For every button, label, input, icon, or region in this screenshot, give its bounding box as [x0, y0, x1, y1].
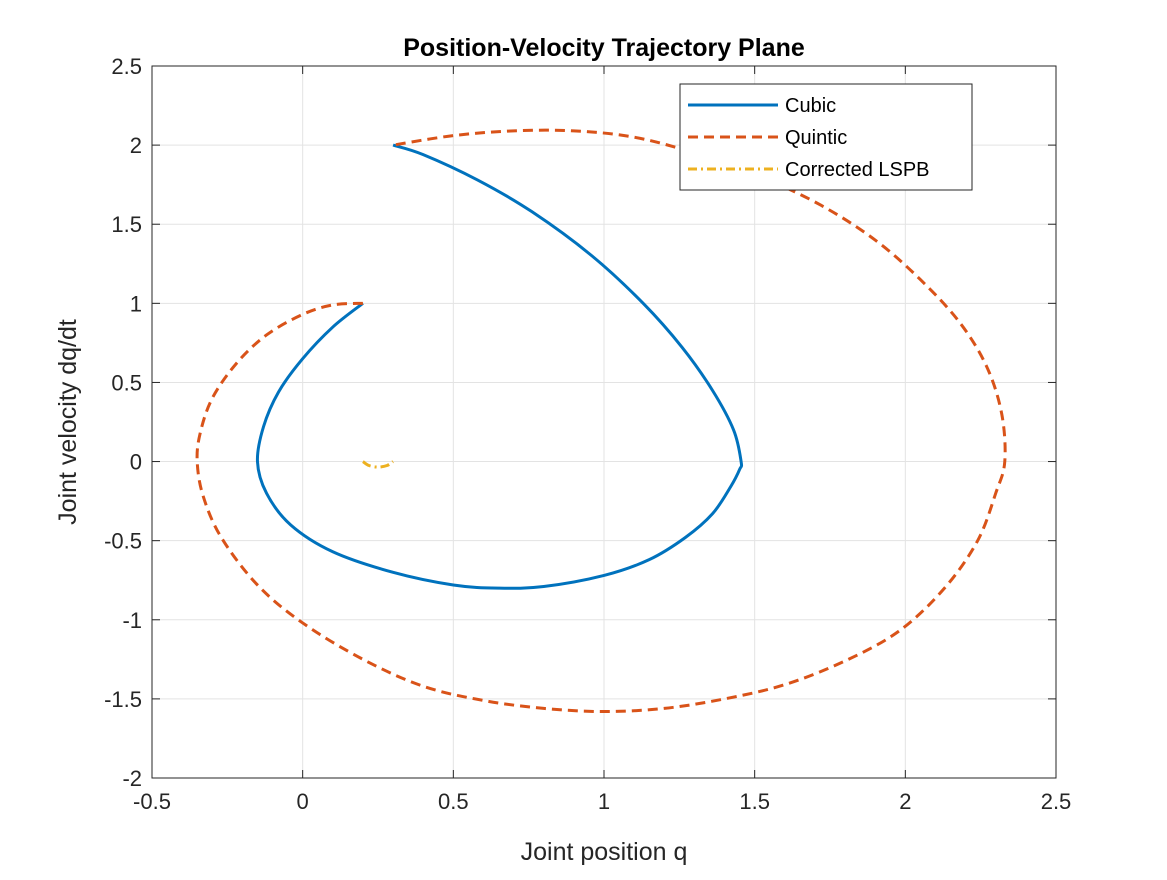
x-tick-label: 2 — [899, 789, 911, 814]
series-line-2 — [362, 460, 394, 469]
x-tick-label: 0.5 — [438, 789, 469, 814]
y-tick-label: -0.5 — [104, 529, 142, 554]
ticks: -0.5 0 0.5 1 1.5 2 2.5 -2 -1.5 -1 -0.5 0 0.5 1 1.5 2 2.5 — [104, 54, 1071, 814]
y-tick-label: 2.5 — [111, 54, 142, 79]
x-tick-label: -0.5 — [133, 789, 171, 814]
legend-label-1: Quintic — [785, 127, 847, 149]
y-tick-label: -2 — [122, 766, 142, 791]
x-tick-label: 0 — [297, 789, 309, 814]
y-tick-label: 2 — [130, 133, 142, 158]
y-tick-label: 0.5 — [111, 370, 142, 395]
y-tick-label: 0 — [130, 450, 142, 475]
y-tick-label: -1.5 — [104, 687, 142, 712]
series-line-0 — [255, 143, 744, 590]
y-axis-label: Joint velocity dq/dt — [54, 319, 82, 525]
chart-title: Position-Velocity Trajectory Plane — [403, 34, 805, 62]
x-tick-label: 1.5 — [739, 789, 770, 814]
y-tick-label: 1.5 — [111, 212, 142, 237]
x-tick-label: 2.5 — [1041, 789, 1072, 814]
x-tick-label: 1 — [598, 789, 610, 814]
legend: Cubic Quintic Corrected LSPB — [679, 83, 973, 191]
y-tick-label: -1 — [122, 608, 142, 633]
legend-label-0: Cubic — [785, 95, 836, 117]
x-axis-label: Joint position q — [521, 838, 688, 866]
legend-label-2: Corrected LSPB — [785, 159, 930, 181]
y-tick-label: 1 — [130, 291, 142, 316]
